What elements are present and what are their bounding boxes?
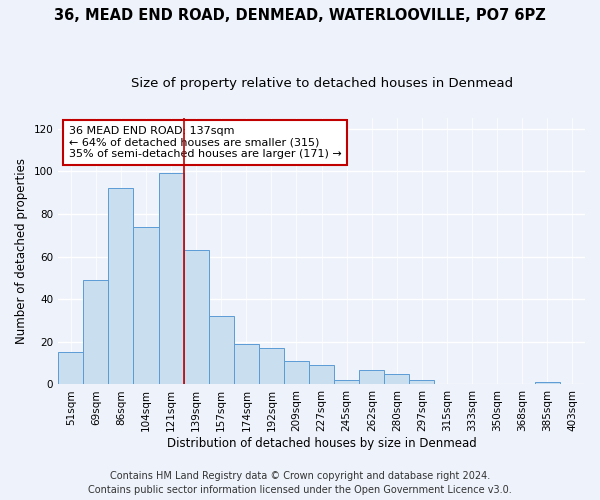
Bar (359, 370, 385, 384)
Bar (58, 352, 83, 384)
Bar (535, 382, 560, 384)
Text: 36 MEAD END ROAD: 137sqm
← 64% of detached houses are smaller (315)
35% of semi-: 36 MEAD END ROAD: 137sqm ← 64% of detach… (69, 126, 341, 159)
Bar (109, 188, 133, 384)
X-axis label: Distribution of detached houses by size in Denmead: Distribution of detached houses by size … (167, 437, 476, 450)
Bar (259, 348, 284, 385)
Text: 36, MEAD END ROAD, DENMEAD, WATERLOOVILLE, PO7 6PZ: 36, MEAD END ROAD, DENMEAD, WATERLOOVILL… (54, 8, 546, 22)
Y-axis label: Number of detached properties: Number of detached properties (15, 158, 28, 344)
Bar (309, 366, 334, 384)
Text: Contains HM Land Registry data © Crown copyright and database right 2024.
Contai: Contains HM Land Registry data © Crown c… (88, 471, 512, 495)
Title: Size of property relative to detached houses in Denmead: Size of property relative to detached ho… (131, 78, 512, 90)
Bar (184, 250, 209, 384)
Bar (284, 361, 309, 384)
Bar (83, 280, 109, 384)
Bar (385, 374, 409, 384)
Bar (334, 380, 359, 384)
Bar (158, 174, 184, 384)
Bar (409, 380, 434, 384)
Bar (209, 316, 234, 384)
Bar (234, 344, 259, 385)
Bar (133, 226, 158, 384)
